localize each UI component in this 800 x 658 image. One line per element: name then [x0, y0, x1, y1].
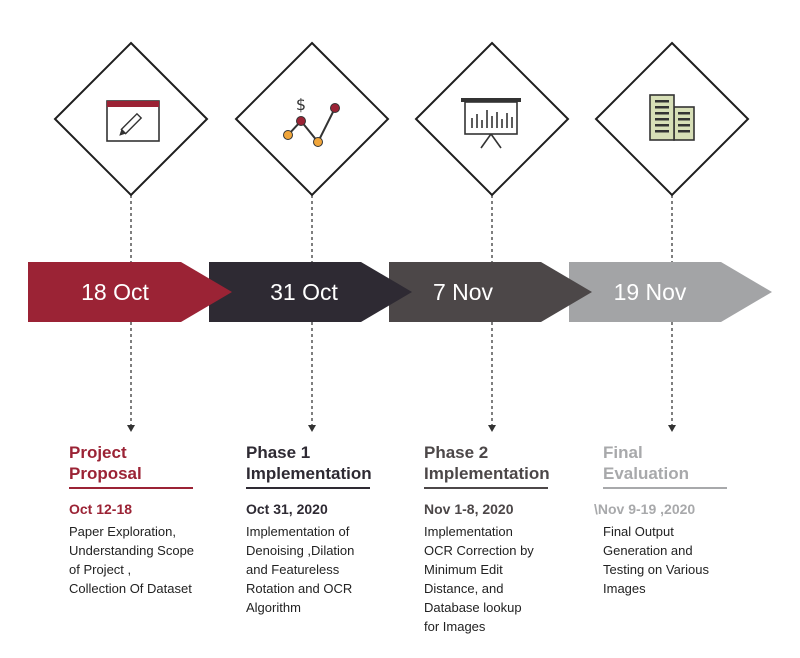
milestone-date: Nov 1-8, 2020	[424, 501, 514, 517]
milestone-description: Implementation OCR Correction by Minimum…	[424, 524, 534, 634]
arrow-date-label: 19 Nov	[614, 279, 687, 305]
arrow-date-label: 18 Oct	[81, 279, 149, 305]
milestone-date: Oct 31, 2020	[246, 501, 328, 517]
connector-arrowheads	[127, 425, 676, 432]
milestone-description: Final Output Generation and Testing on V…	[603, 524, 709, 596]
arrow-date-label: 7 Nov	[433, 279, 494, 305]
arrow-2	[209, 262, 412, 322]
arrow-3	[389, 262, 592, 322]
milestone-divider	[424, 487, 548, 489]
arrow-date-label: 31 Oct	[270, 279, 338, 305]
presentation-board-icon	[461, 98, 521, 149]
milestone-description: Paper Exploration, Understanding Scope o…	[69, 524, 195, 596]
milestone-date: Oct 12-18	[69, 501, 133, 517]
timeline-arrows	[28, 262, 772, 322]
milestone-description: Implementation of Denoising ,Dilation an…	[246, 524, 355, 615]
buildings-icon	[649, 94, 695, 141]
connector-lines	[130, 195, 673, 425]
milestone-column-3: Phase 2 Implementation Nov 1-8, 2020 Imp…	[424, 442, 584, 636]
diamond-2	[234, 41, 390, 197]
milestone-column-1: Project Proposal Oct 12-18 Paper Explora…	[69, 442, 229, 598]
milestone-date: \Nov 9-19 ,2020	[594, 501, 696, 517]
milestone-title: Phase 2 Implementation	[424, 443, 550, 483]
milestone-divider	[603, 487, 727, 489]
milestone-divider	[246, 487, 370, 489]
milestone-title: Project Proposal	[69, 443, 142, 483]
milestone-title: Final Evaluation	[603, 443, 689, 483]
dollar-trend-icon: $	[283, 95, 340, 147]
timeline-date-labels: 18 Oct 31 Oct 7 Nov 19 Nov	[81, 279, 687, 305]
milestone-title: Phase 1 Implementation	[246, 443, 372, 483]
arrow-4	[569, 262, 772, 322]
browser-edit-icon	[106, 100, 160, 142]
milestone-column-4: Final Evaluation \Nov 9-19 ,2020 Final O…	[594, 442, 763, 598]
svg-text:$: $	[296, 95, 306, 114]
milestone-column-2: Phase 1 Implementation Oct 31, 2020 Impl…	[246, 442, 406, 617]
milestone-divider	[69, 487, 193, 489]
arrow-1	[28, 262, 232, 322]
